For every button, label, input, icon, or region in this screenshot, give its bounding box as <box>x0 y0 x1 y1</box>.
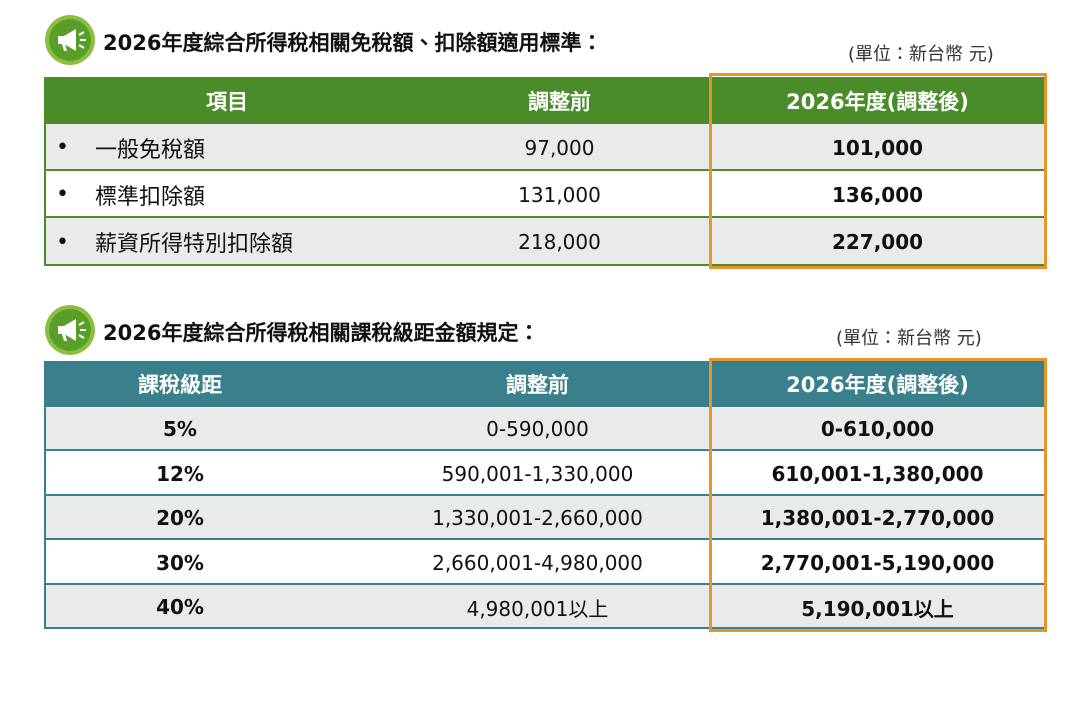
header-cell: 項目 <box>206 89 248 114</box>
header-bg <box>44 361 1046 407</box>
table-cell: 一般免稅額 <box>44 124 410 171</box>
section-title: 2026年度綜合所得稅相關免稅額、扣除額適用標準： <box>103 31 603 55</box>
header-cell: 課稅級距 <box>138 373 222 397</box>
row-bg <box>44 540 1046 585</box>
table-cell: 590,001-1,330,000 <box>441 461 634 486</box>
table-cell: 標準扣除額 <box>44 171 410 218</box>
table-cell: 2,770,001-5,190,000 <box>760 550 995 575</box>
table-cell: 4,980,001以上 <box>466 596 609 621</box>
table-cell: 30% <box>156 550 204 575</box>
table-cell: 131,000 <box>518 182 601 207</box>
table-cell: 227,000 <box>831 230 924 254</box>
table-cell: 5,190,001以上 <box>801 596 954 621</box>
table-cell: 12% <box>156 461 204 486</box>
unit-note: (單位：新台幣 元) <box>848 44 994 65</box>
table-cell: 5% <box>163 417 197 441</box>
row-bg <box>44 585 1046 629</box>
table-cell: 0-590,000 <box>486 417 589 441</box>
header-cell: 2026年度(調整後) <box>786 373 969 397</box>
table-cell: 136,000 <box>831 182 924 207</box>
table-cell: 610,001-1,380,000 <box>771 461 984 486</box>
table-cell: 0-610,000 <box>820 417 935 441</box>
header-cell: 2026年度(調整後) <box>786 89 969 114</box>
unit-note: (單位：新台幣 元) <box>836 328 982 349</box>
table-cell: 97,000 <box>524 135 595 160</box>
megaphone-icon <box>45 305 95 355</box>
header-cell: 調整前 <box>506 373 569 397</box>
table-cell: 40% <box>156 595 204 619</box>
megaphone-icon <box>45 15 95 65</box>
table-cell: 薪資所得特別扣除額 <box>44 218 410 266</box>
header-cell: 調整前 <box>528 89 591 114</box>
table-cell: 2,660,001-4,980,000 <box>432 550 643 575</box>
table-cell: 101,000 <box>831 135 924 160</box>
row-bg <box>44 407 1046 451</box>
table-cell: 1,380,001-2,770,000 <box>760 506 995 530</box>
table-cell: 1,330,001-2,660,000 <box>432 506 643 530</box>
row-bg <box>44 451 1046 496</box>
table-cell: 218,000 <box>518 230 601 254</box>
table-cell: 20% <box>156 506 204 530</box>
header-bg <box>44 77 1046 124</box>
row-bg <box>44 496 1046 540</box>
section-title: 2026年度綜合所得稅相關課稅級距金額規定： <box>103 321 540 345</box>
